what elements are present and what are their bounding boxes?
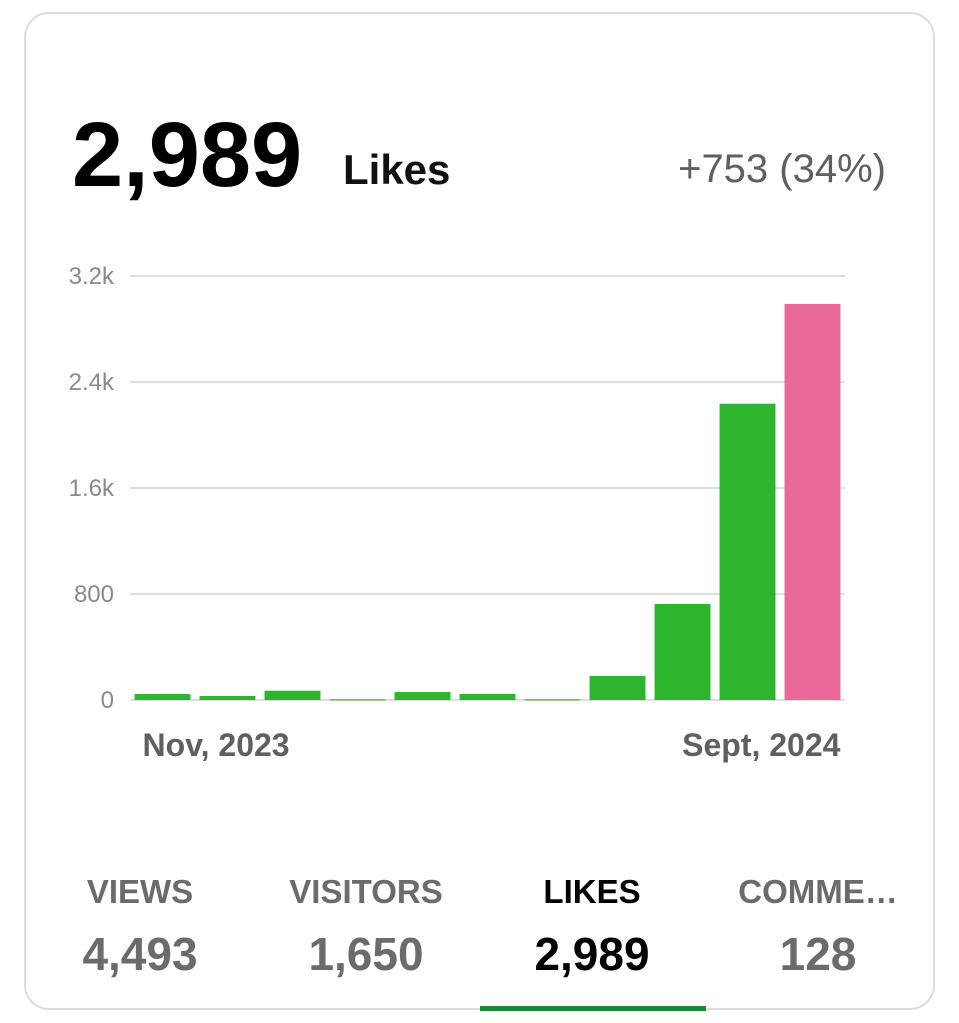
bar xyxy=(784,303,841,700)
bar xyxy=(199,696,256,700)
y-tick-label: 3.2k xyxy=(69,263,115,290)
x-tick-label: Sept, 2024 xyxy=(682,727,841,763)
tab-label[interactable]: VIEWS xyxy=(87,873,193,910)
bar xyxy=(264,690,321,700)
tabs: VIEWS 4,493 VISITORS 1,650 LIKES 2,989 COMME… 1… xyxy=(82,873,898,1011)
y-tick-label: 0 xyxy=(101,687,114,714)
bar xyxy=(589,676,646,700)
tab-label[interactable]: VISITORS xyxy=(289,873,442,910)
bar xyxy=(654,603,711,700)
y-tick-label: 800 xyxy=(74,581,114,608)
y-tick-label: 1.6k xyxy=(69,475,115,502)
tab-label[interactable]: COMME… xyxy=(738,873,898,910)
total-label: Likes xyxy=(343,146,450,193)
bar xyxy=(394,692,451,700)
card-border xyxy=(24,12,935,1010)
y-tick-label: 2.4k xyxy=(69,369,115,396)
bar xyxy=(329,699,386,701)
tab-value[interactable]: 4,493 xyxy=(82,928,197,980)
change: +753 (34%) xyxy=(678,147,886,191)
tab-value[interactable]: 1,650 xyxy=(308,928,423,980)
tab-value[interactable]: 2,989 xyxy=(534,928,649,980)
active-tab-indicator xyxy=(480,1006,706,1011)
bar xyxy=(524,699,581,701)
tab-value[interactable]: 128 xyxy=(780,928,857,980)
bar xyxy=(459,694,516,700)
x-tick-label: Nov, 2023 xyxy=(143,727,290,763)
bar xyxy=(134,694,191,700)
total-value: 2,989 xyxy=(72,104,302,206)
bar xyxy=(719,403,776,700)
chart: 0 800 1.6k 2.4k 3.2k Nov, 2023 Sept, 2024 xyxy=(69,263,845,763)
tab-label[interactable]: LIKES xyxy=(543,873,640,910)
